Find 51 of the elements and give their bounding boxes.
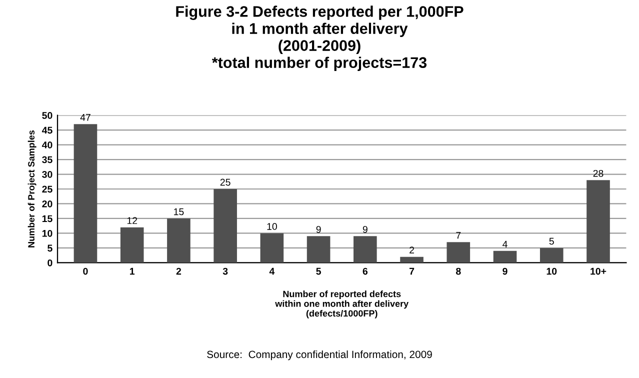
y-tick-label: 25 [42, 186, 52, 193]
data-label: 47 [80, 114, 90, 121]
y-tick-label: 40 [42, 142, 52, 148]
bar [306, 236, 330, 263]
y-tick-label: 10 [42, 230, 52, 237]
x-tick-label: 1 [130, 268, 135, 275]
y-tick-label: 30 [42, 170, 52, 178]
y-tick-label: 5 [48, 244, 52, 252]
data-label: 15 [174, 208, 184, 216]
data-label: 9 [362, 226, 368, 233]
x-tick-label: 5 [316, 268, 321, 275]
x-tick-label: 6 [362, 268, 368, 275]
source-note: Source: Company confidential Information, 2009 [207, 350, 432, 360]
chart-title: Figure 3-2 Defects reported per 1,000FP in 1 month after delivery (2001-2009) *total number of projects=173 [176, 6, 464, 72]
bar [167, 218, 190, 263]
y-tick-label: 35 [42, 156, 52, 164]
x-tick-label: 8 [456, 268, 461, 275]
x-tick-label: 4 [269, 268, 275, 275]
data-label: 7 [456, 232, 461, 239]
data-label: 10 [267, 223, 277, 230]
bar [586, 180, 610, 263]
data-label: 12 [127, 217, 138, 224]
data-label: 25 [220, 178, 230, 186]
data-label: 28 [593, 170, 604, 177]
x-tick-label: 0 [83, 268, 88, 275]
bar [400, 256, 424, 263]
y-tick-label: 45 [42, 126, 52, 134]
x-tick-label: 7 [410, 268, 414, 275]
y-tick-label: 20 [42, 200, 52, 208]
data-label: 4 [502, 240, 508, 248]
bar [354, 236, 377, 263]
data-label: 9 [316, 226, 321, 233]
y-axis-title: Number of Project Samples [28, 130, 36, 248]
x-tick-label: 10+ [590, 268, 606, 275]
x-tick-label: 9 [502, 268, 508, 275]
x-tick-label: 10 [546, 268, 557, 275]
data-label: 5 [549, 238, 554, 245]
x-tick-label: 3 [222, 268, 228, 275]
data-label: 2 [410, 246, 414, 254]
bar [540, 248, 564, 263]
bar [214, 189, 237, 263]
x-axis-title: Number of reported defects within one month after delivery (defects/1000FP) [275, 290, 409, 318]
bar [74, 124, 98, 263]
x-tick-label: 2 [176, 268, 182, 275]
y-tick-label: 15 [42, 215, 52, 222]
bar [120, 227, 144, 263]
bar [493, 250, 517, 263]
y-tick-label: 50 [42, 112, 52, 119]
bar [260, 233, 284, 263]
bar [446, 242, 470, 263]
y-tick-label: 0 [48, 259, 52, 266]
